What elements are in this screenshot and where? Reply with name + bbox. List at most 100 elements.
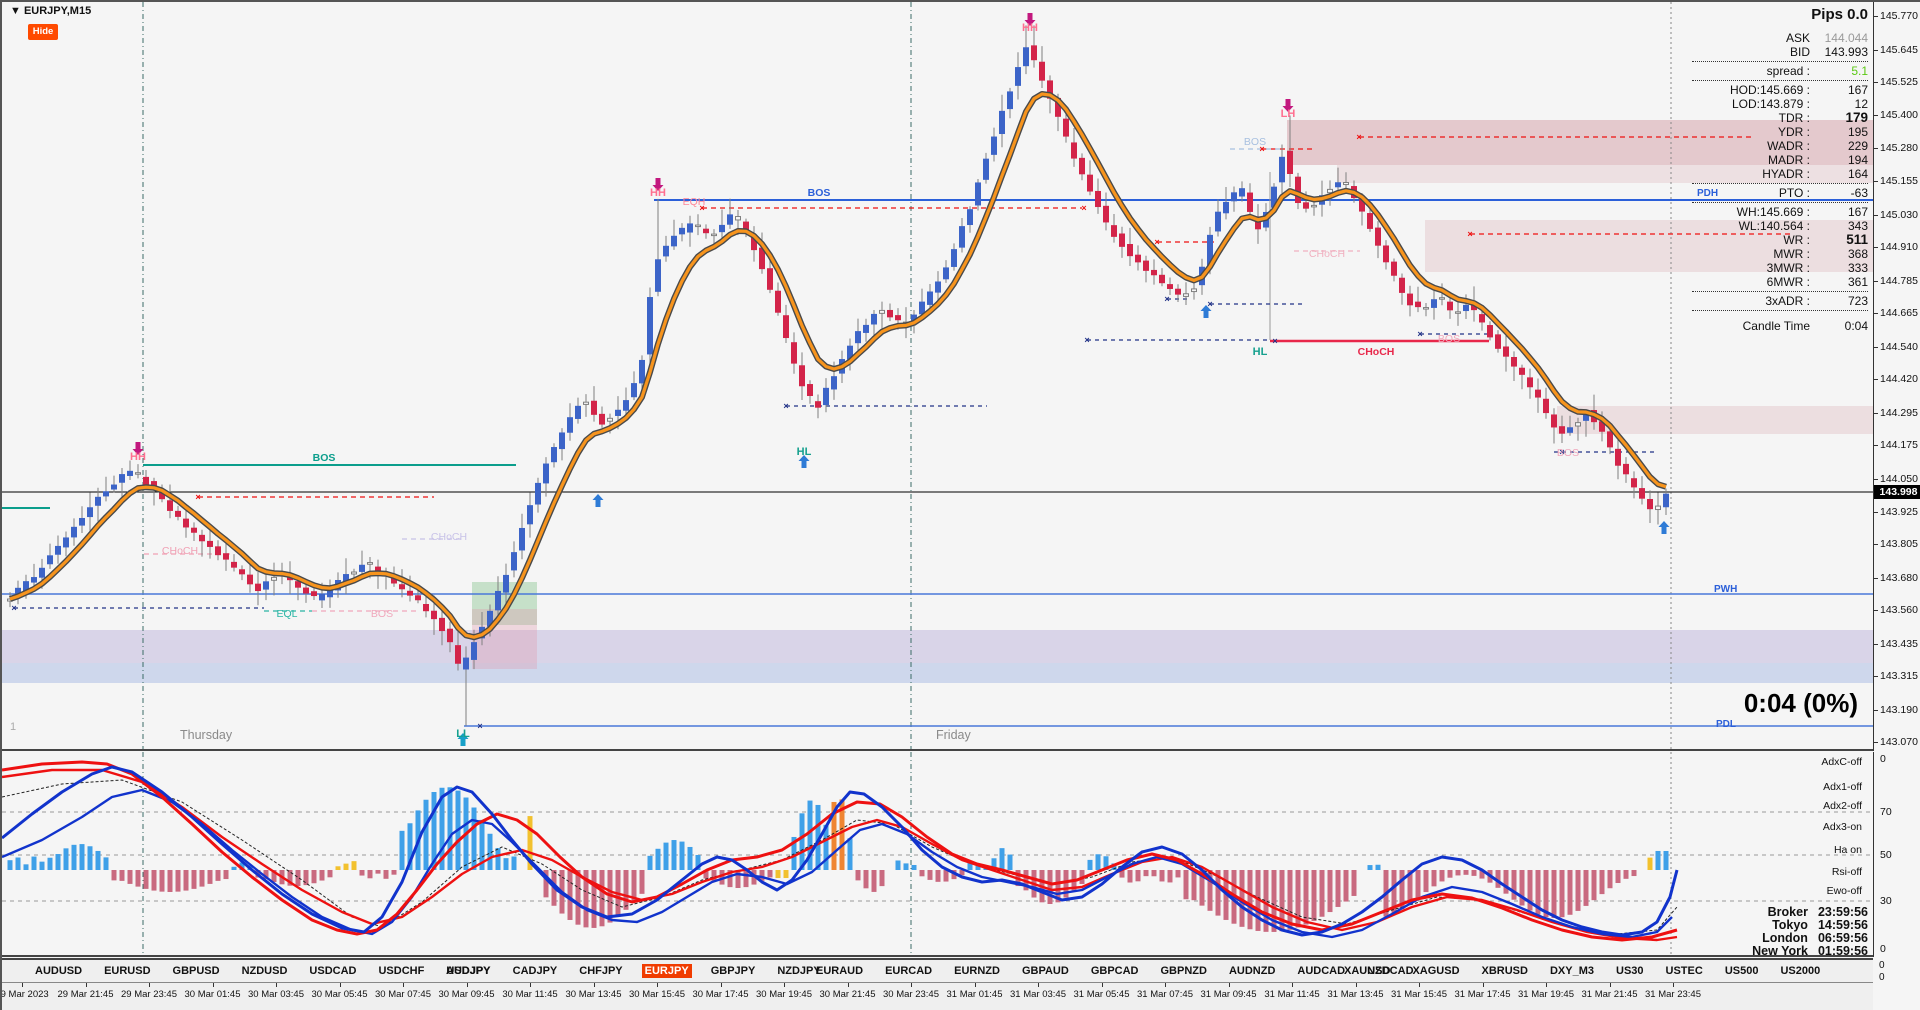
time-axis[interactable]: 29 Mar 2023 29 Mar 21:45 29 Mar 23:45 30 Ma… — [2, 983, 1873, 1010]
symbol-tab-xbrusd[interactable]: XBRUSD — [1481, 965, 1528, 977]
time-tick: 30 Mar 13:45 — [565, 989, 622, 1000]
symbol-tab-gbpaud[interactable]: GBPAUD — [1021, 965, 1069, 977]
clock-row: London 06:59:56 — [1762, 931, 1868, 945]
session-clock: Broker 23:59:56 Tokyo 14:59:56 London 06:59:5… — [1752, 906, 1868, 958]
symbol-tab-usdcad[interactable]: USDCAD — [309, 965, 357, 977]
svg-text:BOS: BOS — [808, 187, 831, 199]
pips-row: YDR :195 — [1777, 125, 1868, 139]
pips-panel: Pips 0.0 ASK 144.044 BID 143.993 spread :5.1… — [1692, 6, 1868, 333]
indicator-toggle-adx2-off[interactable]: Adx2-off — [1823, 800, 1862, 812]
price-tick: 144.540 — [1874, 340, 1918, 353]
indicator-toggle-ewo-off[interactable]: Ewo-off — [1826, 885, 1862, 897]
symbol-tab-eurnzd[interactable]: EURNZD — [954, 965, 1000, 977]
price-axis[interactable]: 145.770 145.645 145.525 145.400 145.280 145.1… — [1873, 2, 1920, 751]
svg-text:×: × — [1417, 329, 1422, 339]
price-tick: 145.280 — [1874, 141, 1918, 154]
time-tick: 31 Mar 11:45 — [1264, 989, 1320, 1000]
symbol-tab-audjpy[interactable]: AUDJPY — [446, 965, 491, 977]
symbol-tab-audcad[interactable]: AUDCAD — [1297, 965, 1346, 977]
pips-row: MADR :194 — [1768, 153, 1868, 167]
svg-text:×: × — [1259, 144, 1264, 154]
time-tick: 30 Mar 09:45 — [438, 989, 495, 1000]
price-tick: 143.435 — [1874, 637, 1918, 650]
indicator-axis[interactable]: 0 70 50 30 0 — [1873, 752, 1920, 957]
symbol-tab-chfjpy[interactable]: CHFJPY — [579, 965, 623, 977]
symbol-tab-bar[interactable]: AUDUSD EURUSD GBPUSD NZDUSD USDCAD USDCHF USDJ… — [2, 958, 1873, 983]
symbol-tab-cadjpy[interactable]: CADJPY — [512, 965, 558, 977]
symbol-tab-ustec[interactable]: USTEC — [1665, 965, 1703, 977]
indicator-toggle-ha-on[interactable]: Ha on — [1833, 844, 1862, 856]
indicator-toggle-adxc-off[interactable]: AdxC-off — [1821, 756, 1862, 768]
supply-demand-zones — [2, 120, 1873, 683]
symbol-tab-eurjpy[interactable]: EURJPY — [641, 964, 692, 978]
clock-row: Tokyo 14:59:56 — [1772, 918, 1868, 932]
pips-row: Candle Time 0:04 — [1742, 319, 1868, 333]
symbol-tab-usdjpy[interactable]: USDJPY — [446, 965, 491, 977]
symbol-tab-eurcad[interactable]: EURCAD — [885, 965, 933, 977]
symbol-tab-audnzd[interactable]: AUDNZD — [1228, 965, 1276, 977]
symbol-tab-xagusd[interactable]: XAGUSD — [1412, 965, 1460, 977]
svg-text:×: × — [699, 203, 704, 213]
symbol-tab-us2000[interactable]: US2000 — [1780, 965, 1821, 977]
svg-text:×: × — [1154, 237, 1159, 247]
indicator-toggle-adx3-on[interactable]: Adx3-on — [1822, 821, 1862, 833]
svg-text:EQH: EQH — [683, 196, 706, 208]
oscillator-histogram — [7, 787, 1669, 932]
current-price-box: 143.998 — [1874, 485, 1920, 500]
svg-text:CHoCH: CHoCH — [431, 531, 467, 543]
time-tick: 31 Mar 21:45 — [1581, 989, 1638, 1000]
symbol-tab-eurusd[interactable]: EURUSD — [104, 965, 151, 977]
symbol-tab-xauusd[interactable]: XAUUSD — [1344, 965, 1391, 977]
symbol-tab-gbpusd[interactable]: GBPUSD — [172, 965, 220, 977]
time-tick: 30 Mar 19:45 — [756, 989, 812, 1000]
time-tick: 31 Mar 17:45 — [1454, 989, 1511, 1000]
svg-text:×: × — [1081, 203, 1086, 213]
candle-countdown: 0:04 (0%) — [1743, 688, 1858, 718]
svg-text:HH: HH — [650, 187, 666, 199]
pips-row: ASK 144.044 — [1785, 31, 1868, 45]
indicator-toggle-adx1-off[interactable]: Adx1-off — [1823, 781, 1862, 793]
symbol-tab-gbpnzd[interactable]: GBPNZD — [1160, 965, 1207, 977]
price-tick: 143.560 — [1874, 604, 1918, 617]
price-tick: 143.680 — [1874, 572, 1918, 584]
svg-text:BOS: BOS — [313, 452, 336, 464]
svg-text:BOS: BOS — [371, 608, 393, 620]
price-tick: 144.665 — [1874, 307, 1918, 320]
chevron-down-icon[interactable]: ▼ — [10, 5, 21, 17]
symbol-tab-audusd[interactable]: AUDUSD — [35, 965, 83, 977]
svg-text:×: × — [783, 401, 788, 411]
symbol-tab-us500[interactable]: US500 — [1724, 965, 1759, 977]
svg-text:×: × — [1207, 299, 1212, 309]
indicator-toggle-rsi-off[interactable]: Rsi-off — [1831, 866, 1862, 878]
svg-text:HL: HL — [1253, 346, 1268, 358]
symbol-tab-euraud[interactable]: EURAUD — [816, 965, 864, 977]
svg-text:HH: HH — [130, 451, 146, 463]
hide-button[interactable]: Hide — [28, 24, 58, 40]
symbol-tab-gbpcad[interactable]: GBPCAD — [1090, 965, 1139, 977]
symbol-tab-nzdjpy[interactable]: NZDJPY — [777, 965, 821, 977]
symbol-tab-dxy_m3[interactable]: DXY_M3 — [1549, 965, 1594, 977]
indicator-axis-tick: 0 — [1880, 943, 1886, 955]
price-tick: 144.785 — [1874, 274, 1918, 287]
pips-row: 6MWR :361 — [1766, 275, 1868, 289]
time-tick: 31 Mar 19:45 — [1518, 989, 1574, 1000]
svg-text:1: 1 — [10, 721, 16, 733]
price-tick: 145.645 — [1874, 43, 1918, 56]
symbol-tab-nzdcad[interactable]: NZDCAD — [1367, 965, 1414, 977]
symbol-tab-nzdusd[interactable]: NZDUSD — [241, 965, 288, 977]
symbol-tab-gbpjpy[interactable]: GBPJPY — [710, 965, 756, 977]
pips-row: 3MWR :333 — [1766, 261, 1868, 275]
price-tick: 145.525 — [1874, 75, 1918, 88]
symbol-tab-usdchf[interactable]: USDCHF — [378, 965, 425, 977]
main-chart[interactable]: × × × × × × × × × × × × × × × × HH HH HH LH HL HL LL BOS BOS BOS B… — [2, 2, 1873, 751]
pips-row: BID 143.993 — [1789, 45, 1868, 59]
symbol-tab-us30[interactable]: US30 — [1616, 965, 1644, 977]
pips-row: WH:145.669 :167 — [1736, 205, 1868, 219]
svg-text:LL: LL — [456, 728, 470, 740]
symbol-title[interactable]: ▼ EURJPY,M15 — [10, 5, 92, 17]
indicator-panel[interactable] — [2, 752, 1873, 957]
svg-text:×: × — [477, 721, 482, 731]
indicator-axis-tick: 30 — [1880, 895, 1892, 907]
svg-text:Thursday: Thursday — [180, 728, 233, 742]
